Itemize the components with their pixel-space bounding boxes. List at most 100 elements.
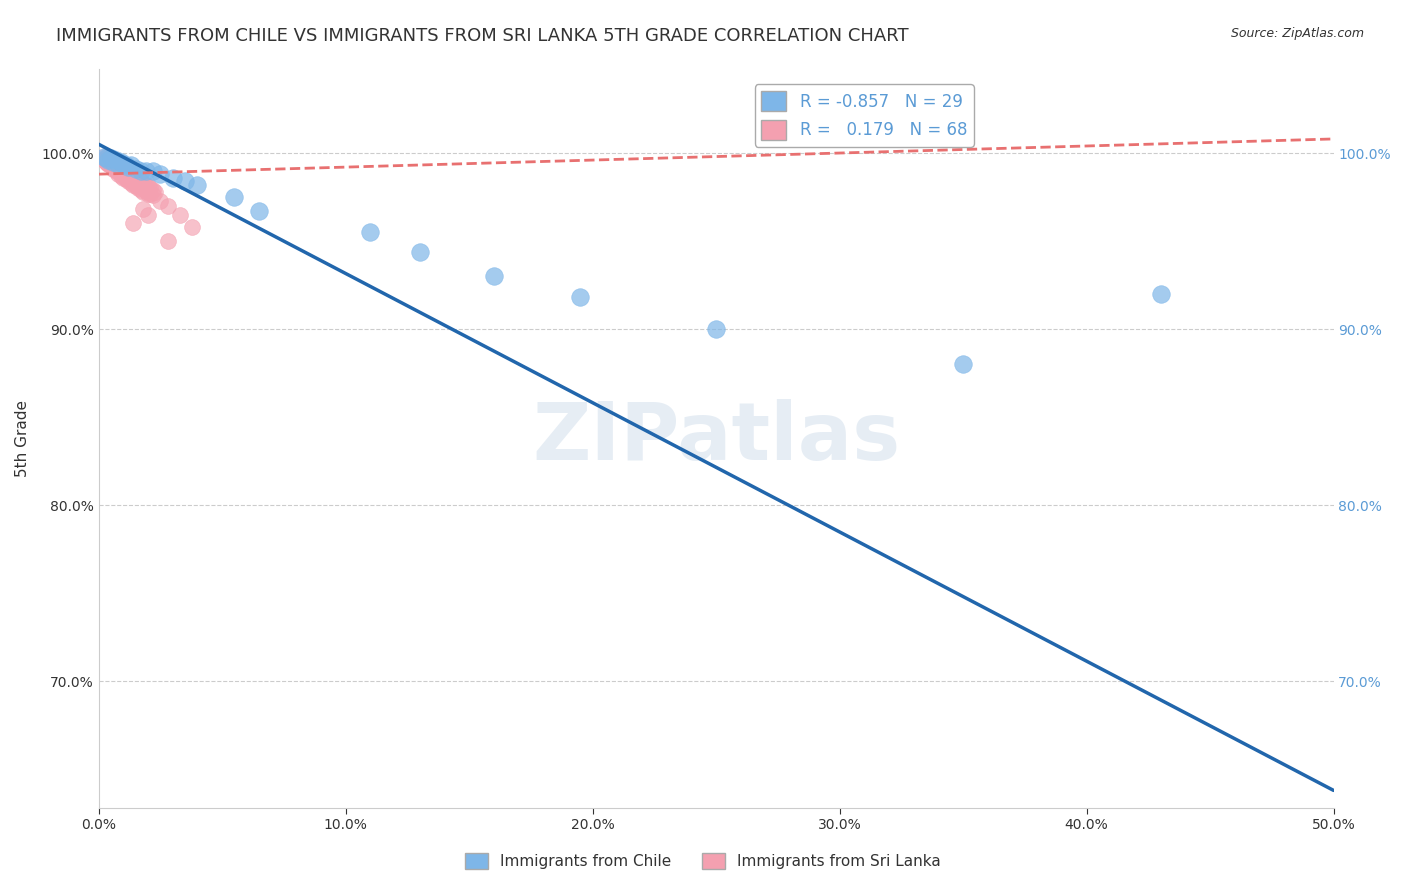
Point — [112, 161, 135, 176]
Point — [129, 179, 152, 194]
Point — [103, 160, 125, 174]
Point — [224, 190, 246, 204]
Point — [124, 170, 146, 185]
Point — [104, 163, 127, 178]
Point — [169, 208, 191, 222]
Point — [117, 170, 139, 185]
Point — [142, 183, 165, 197]
Point — [408, 244, 430, 259]
Text: ZIPatlas: ZIPatlas — [531, 400, 900, 477]
Point — [122, 174, 145, 188]
Point — [129, 174, 152, 188]
Point — [186, 178, 208, 192]
Point — [97, 156, 120, 170]
Point — [124, 161, 146, 176]
Point — [97, 151, 120, 165]
Point — [94, 154, 117, 169]
Point — [103, 154, 125, 169]
Point — [952, 357, 974, 371]
Point — [127, 178, 149, 192]
Point — [1149, 286, 1171, 301]
Point — [93, 153, 115, 167]
Point — [120, 172, 142, 186]
Point — [110, 169, 132, 183]
Point — [149, 194, 172, 208]
Point — [107, 158, 129, 172]
Point — [127, 172, 149, 186]
Point — [142, 188, 165, 202]
Point — [100, 151, 122, 165]
Point — [114, 163, 136, 178]
Point — [120, 158, 142, 172]
Point — [104, 161, 127, 176]
Point — [93, 150, 115, 164]
Point — [114, 172, 136, 186]
Point — [124, 179, 146, 194]
Point — [100, 158, 122, 172]
Point — [127, 181, 149, 195]
Point — [156, 234, 179, 248]
Point — [142, 163, 165, 178]
Text: Source: ZipAtlas.com: Source: ZipAtlas.com — [1230, 27, 1364, 40]
Point — [100, 158, 122, 172]
Point — [359, 225, 381, 239]
Point — [94, 151, 117, 165]
Point — [149, 167, 172, 181]
Y-axis label: 5th Grade: 5th Grade — [15, 400, 30, 476]
Legend: Immigrants from Chile, Immigrants from Sri Lanka: Immigrants from Chile, Immigrants from S… — [458, 847, 948, 875]
Point — [110, 154, 132, 169]
Point — [569, 290, 592, 304]
Point — [117, 174, 139, 188]
Point — [112, 156, 135, 170]
Point — [124, 176, 146, 190]
Text: IMMIGRANTS FROM CHILE VS IMMIGRANTS FROM SRI LANKA 5TH GRADE CORRELATION CHART: IMMIGRANTS FROM CHILE VS IMMIGRANTS FROM… — [56, 27, 908, 45]
Point — [482, 269, 505, 284]
Point — [94, 154, 117, 169]
Point — [93, 150, 115, 164]
Point — [104, 156, 127, 170]
Point — [117, 160, 139, 174]
Point — [100, 153, 122, 167]
Point — [114, 169, 136, 183]
Point — [132, 181, 155, 195]
Point — [181, 219, 204, 234]
Point — [103, 154, 125, 169]
Point — [704, 322, 727, 336]
Point — [132, 202, 155, 217]
Point — [110, 160, 132, 174]
Point — [136, 186, 159, 201]
Point — [104, 153, 127, 167]
Point — [174, 174, 197, 188]
Point — [145, 185, 167, 199]
Point — [139, 181, 162, 195]
Point — [112, 170, 135, 185]
Point — [107, 163, 129, 178]
Point — [136, 208, 159, 222]
Point — [112, 167, 135, 181]
Point — [247, 204, 270, 219]
Point — [117, 165, 139, 179]
Point — [129, 183, 152, 197]
Point — [132, 185, 155, 199]
Point — [135, 163, 157, 178]
Point — [107, 167, 129, 181]
Point — [94, 151, 117, 165]
Point — [122, 178, 145, 192]
Point — [122, 217, 145, 231]
Point — [97, 156, 120, 170]
Point — [103, 161, 125, 176]
Point — [122, 169, 145, 183]
Point — [136, 185, 159, 199]
Point — [120, 176, 142, 190]
Point — [136, 179, 159, 194]
Point — [156, 199, 179, 213]
Point — [132, 176, 155, 190]
Point — [110, 165, 132, 179]
Point — [129, 163, 152, 178]
Point — [97, 153, 120, 167]
Legend: R = -0.857   N = 29, R =   0.179   N = 68: R = -0.857 N = 29, R = 0.179 N = 68 — [755, 84, 974, 146]
Point — [139, 186, 162, 201]
Point — [135, 178, 157, 192]
Point — [120, 167, 142, 181]
Point — [107, 156, 129, 170]
